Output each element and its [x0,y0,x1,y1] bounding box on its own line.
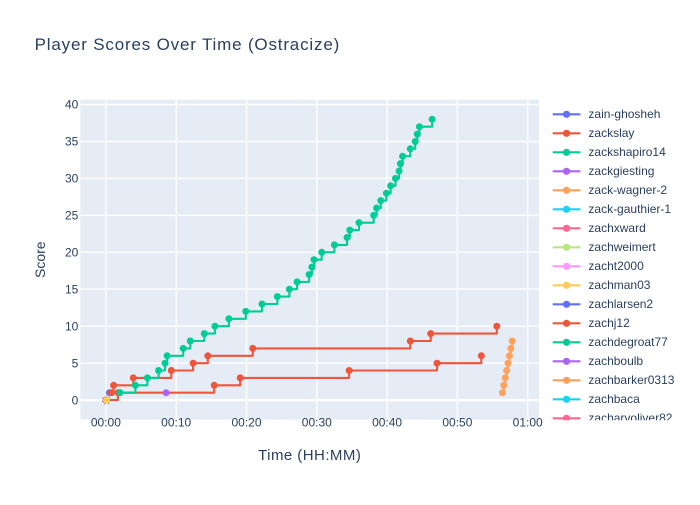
svg-text:01:00: 01:00 [513,416,543,430]
svg-text:zacht2000: zacht2000 [588,259,644,273]
svg-text:Score: Score [32,241,48,278]
svg-text:25: 25 [65,209,79,223]
svg-text:20: 20 [65,246,79,260]
svg-text:Time (HH:MM): Time (HH:MM) [258,447,361,464]
svg-text:zackgiesting: zackgiesting [588,164,654,178]
svg-text:zackslay: zackslay [588,126,634,140]
svg-text:zachj12: zachj12 [588,316,630,330]
svg-text:00:30: 00:30 [302,416,332,430]
svg-text:00:10: 00:10 [161,416,191,430]
svg-text:00:50: 00:50 [442,416,472,430]
svg-text:zack-gauthier-1: zack-gauthier-1 [588,202,671,216]
svg-text:00:40: 00:40 [372,416,402,430]
svg-text:zachbarker0313: zachbarker0313 [588,373,674,387]
svg-text:zachxward: zachxward [588,221,645,235]
svg-text:35: 35 [65,135,79,149]
svg-text:15: 15 [65,282,79,296]
svg-text:5: 5 [72,356,79,370]
svg-text:10: 10 [65,319,79,333]
svg-text:30: 30 [65,172,79,186]
svg-text:zachdegroat77: zachdegroat77 [588,335,668,349]
svg-text:zain-ghosheh: zain-ghosheh [588,107,660,121]
svg-text:zacharyoliver82: zacharyoliver82 [588,411,672,425]
svg-text:00:20: 00:20 [231,416,261,430]
svg-text:zachlarsen2: zachlarsen2 [588,297,653,311]
svg-text:zachman03: zachman03 [588,278,650,292]
svg-text:zack-wagner-2: zack-wagner-2 [588,183,667,197]
svg-text:zachboulb: zachboulb [588,354,643,368]
svg-text:zackshapiro14: zackshapiro14 [588,145,666,159]
svg-text:zachbaca: zachbaca [588,392,640,406]
svg-text:zachweimert: zachweimert [588,240,656,254]
svg-text:Player Scores Over Time (Ostra: Player Scores Over Time (Ostracize) [35,35,340,54]
svg-text:0: 0 [72,393,79,407]
svg-text:40: 40 [65,98,79,112]
svg-text:00:00: 00:00 [91,416,121,430]
